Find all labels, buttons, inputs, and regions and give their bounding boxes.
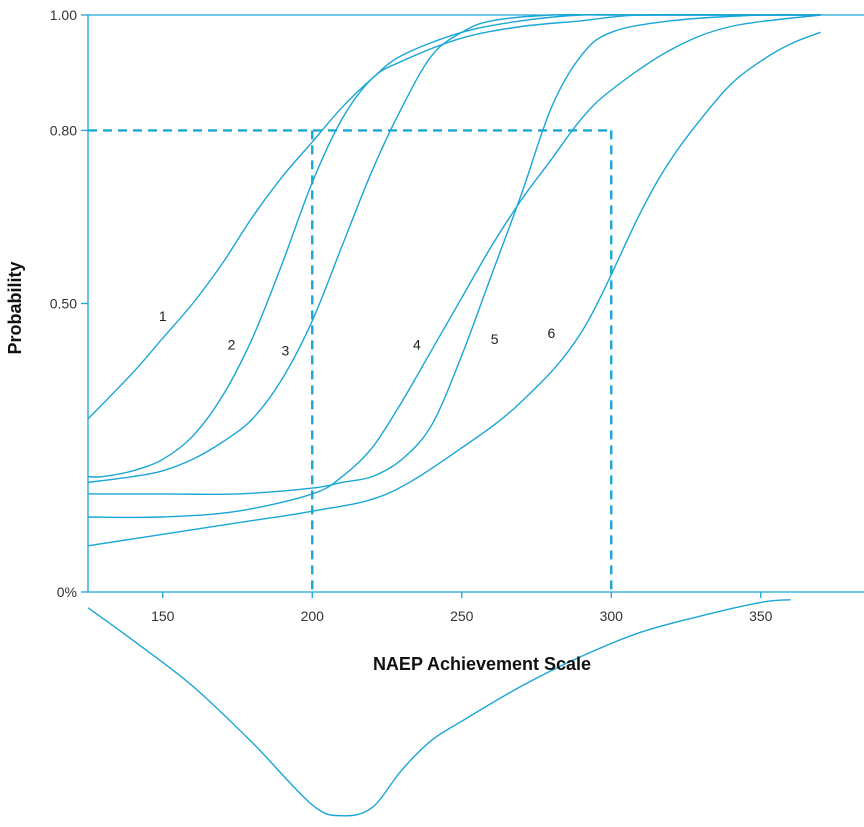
x-tick-label-200: 200 [301, 608, 325, 624]
series-line-5 [87, 14, 821, 519]
y-tick-label-0.80: 0.80 [50, 122, 77, 138]
x-axis-title: NAEP Achievement Scale [373, 654, 591, 674]
curve-labels: 1 2 3 4 5 6 [159, 308, 556, 359]
y-axis-title: Probability [5, 261, 25, 354]
curve-label-1: 1 [159, 308, 167, 324]
x-tick-label-250: 250 [450, 608, 474, 624]
series-line-4 [88, 13, 821, 496]
x-tick-label-300: 300 [600, 608, 624, 624]
y-tick-label-1.00: 1.00 [50, 7, 77, 23]
x-tick-label-150: 150 [151, 608, 175, 624]
distribution-curve-group [87, 599, 791, 817]
y-tick-label-0.50: 0.50 [50, 296, 77, 312]
reference-box [88, 129, 613, 592]
x-tick-label-350: 350 [749, 608, 773, 624]
x-axis-ticks: 150 200 250 300 350 [151, 592, 773, 624]
curve-label-6: 6 [548, 325, 556, 341]
distribution-curve [87, 599, 791, 817]
curve-label-5: 5 [491, 331, 499, 347]
y-axis-ticks: 0% 0.50 0.80 1.00 [50, 7, 88, 600]
series-line-3 [87, 13, 821, 484]
y-tick-label-0%: 0% [57, 584, 77, 600]
probability-curves [87, 13, 821, 547]
series-line-2 [87, 13, 821, 478]
curve-label-4: 4 [413, 337, 421, 353]
plot-frame [87, 14, 864, 593]
curve-label-3: 3 [281, 342, 289, 358]
series-line-1 [87, 13, 821, 420]
series-line-6 [87, 31, 821, 547]
curve-label-2: 2 [228, 337, 236, 353]
